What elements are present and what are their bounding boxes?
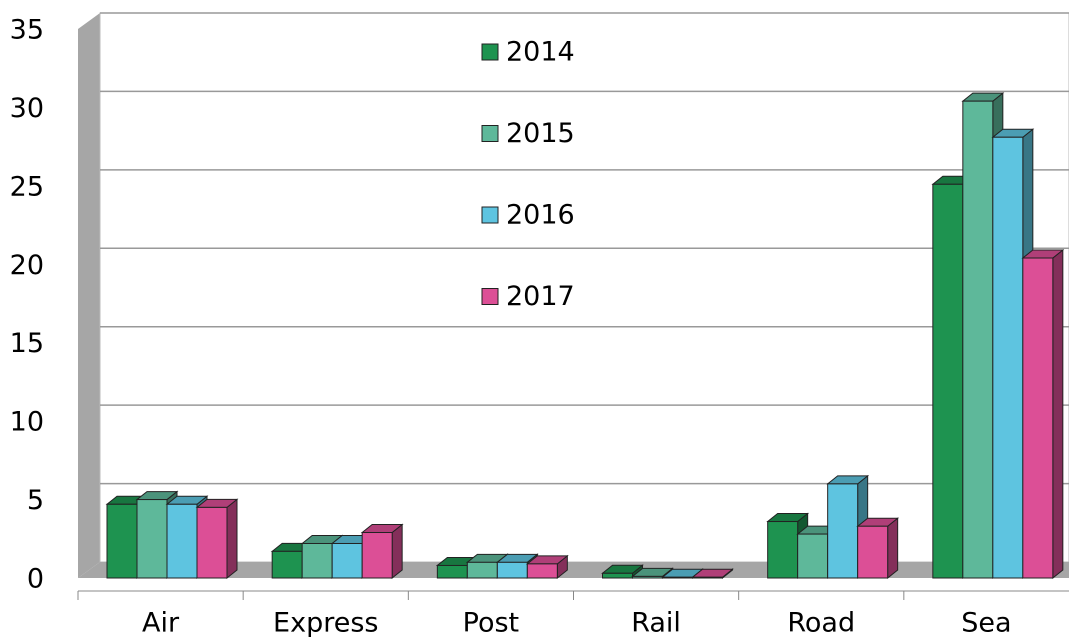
legend-swatch — [481, 206, 499, 224]
bar — [601, 564, 644, 580]
bar-side — [1052, 248, 1064, 580]
bar-front — [466, 561, 498, 579]
bar-front — [932, 183, 964, 579]
legend-label: 2014 — [506, 37, 575, 68]
bar — [691, 568, 734, 580]
bar — [1021, 248, 1065, 580]
bar-front — [166, 503, 198, 579]
y-tick-label: 20 — [10, 250, 44, 281]
bar-front — [271, 550, 303, 579]
legend-label: 2015 — [506, 118, 575, 149]
bar-front — [196, 506, 228, 579]
bar-front — [827, 483, 859, 579]
y-tick-label: 30 — [10, 93, 44, 124]
legend-swatch — [481, 125, 499, 142]
y-tick-label: 5 — [27, 485, 44, 516]
x-tick-label: Road — [787, 608, 855, 639]
bar-front — [602, 572, 633, 579]
bar — [856, 517, 900, 580]
bar-front — [632, 575, 663, 579]
x-tick-label: Air — [142, 608, 180, 639]
bar-front — [136, 499, 168, 579]
x-tick-label: Sea — [961, 608, 1011, 639]
legend-swatch — [481, 43, 499, 61]
y-tick-label: 0 — [27, 564, 44, 595]
bar-side — [226, 498, 238, 580]
legend-label: 2016 — [506, 200, 575, 231]
bar — [195, 498, 239, 580]
bar-front — [692, 576, 723, 579]
x-tick-label: Express — [273, 608, 378, 639]
back-wall — [99, 12, 1069, 563]
bar — [360, 523, 404, 580]
side-wall — [78, 13, 100, 578]
bar-front — [361, 532, 393, 579]
y-tick-label: 10 — [10, 407, 44, 438]
bar-front — [436, 564, 468, 579]
bar-front — [1022, 257, 1054, 579]
bar-front — [496, 561, 528, 579]
bar-front — [992, 136, 1024, 579]
legend-label: 2017 — [506, 281, 575, 312]
bar-front — [301, 542, 333, 579]
bar-front — [526, 563, 558, 579]
y-tick-label: 15 — [10, 328, 44, 359]
bar-side — [391, 523, 403, 580]
bar-front — [106, 503, 138, 579]
bar-front — [331, 542, 363, 579]
bar — [435, 556, 479, 580]
bar-front — [662, 576, 693, 579]
bar-front — [767, 521, 799, 579]
bar-side — [887, 517, 899, 580]
y-tick-label: 35 — [10, 15, 44, 46]
y-tick-label: 25 — [10, 171, 44, 202]
bar-front — [857, 525, 889, 579]
bar-front — [797, 533, 829, 579]
x-tick-label: Rail — [631, 608, 681, 639]
bar — [525, 554, 569, 580]
x-tick-label: Post — [463, 608, 520, 639]
legend-swatch — [481, 288, 499, 305]
bar-front — [962, 100, 994, 579]
